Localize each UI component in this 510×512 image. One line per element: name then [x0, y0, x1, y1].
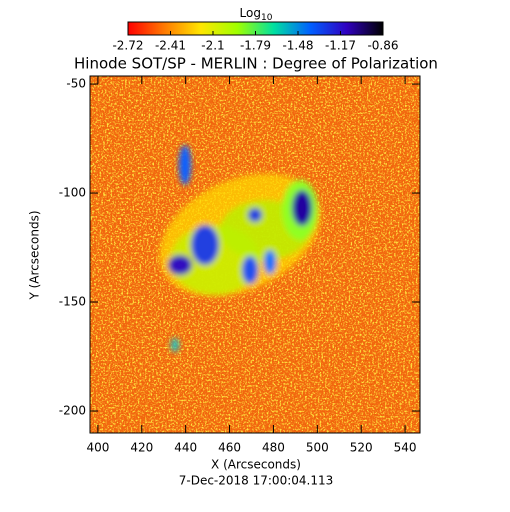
colorbar-tick-label: -1.79 [240, 39, 271, 53]
colorbar-tick-label: -2.1 [201, 39, 224, 53]
colorbar-tick-label: -1.48 [282, 39, 313, 53]
x-tick-label: 460 [218, 441, 241, 455]
y-axis-label: Y (Arcseconds) [28, 210, 42, 300]
chart-title: Hinode SOT/SP - MERLIN : Degree of Polar… [74, 55, 438, 73]
x-tick-label: 420 [130, 441, 153, 455]
x-tick-label: 500 [306, 441, 329, 455]
active-region [159, 145, 321, 352]
x-tick-label: 400 [86, 441, 109, 455]
y-tick-label: -150 [59, 295, 86, 309]
colorbar-tick-label: -2.72 [112, 39, 143, 53]
x-tick-label: 540 [394, 441, 417, 455]
x-tick-label: 480 [262, 441, 285, 455]
x-axis-label: X (Arcseconds) [211, 458, 301, 472]
date-label: 7-Dec-2018 17:00:04.113 [179, 474, 333, 488]
x-tick-label: 520 [350, 441, 373, 455]
colorbar-tick-label: -1.17 [325, 39, 356, 53]
heatmap-image [90, 76, 420, 433]
colorbar-tick-label: -2.41 [155, 39, 186, 53]
y-tick-label: -50 [66, 77, 86, 91]
y-tick-label: -200 [59, 403, 86, 417]
colorbar-tick-label: -0.86 [367, 39, 398, 53]
plot-frame [89, 75, 421, 434]
colorbar-label: Log10 [240, 6, 273, 23]
x-tick-label: 440 [174, 441, 197, 455]
y-tick-label: -100 [59, 186, 86, 200]
